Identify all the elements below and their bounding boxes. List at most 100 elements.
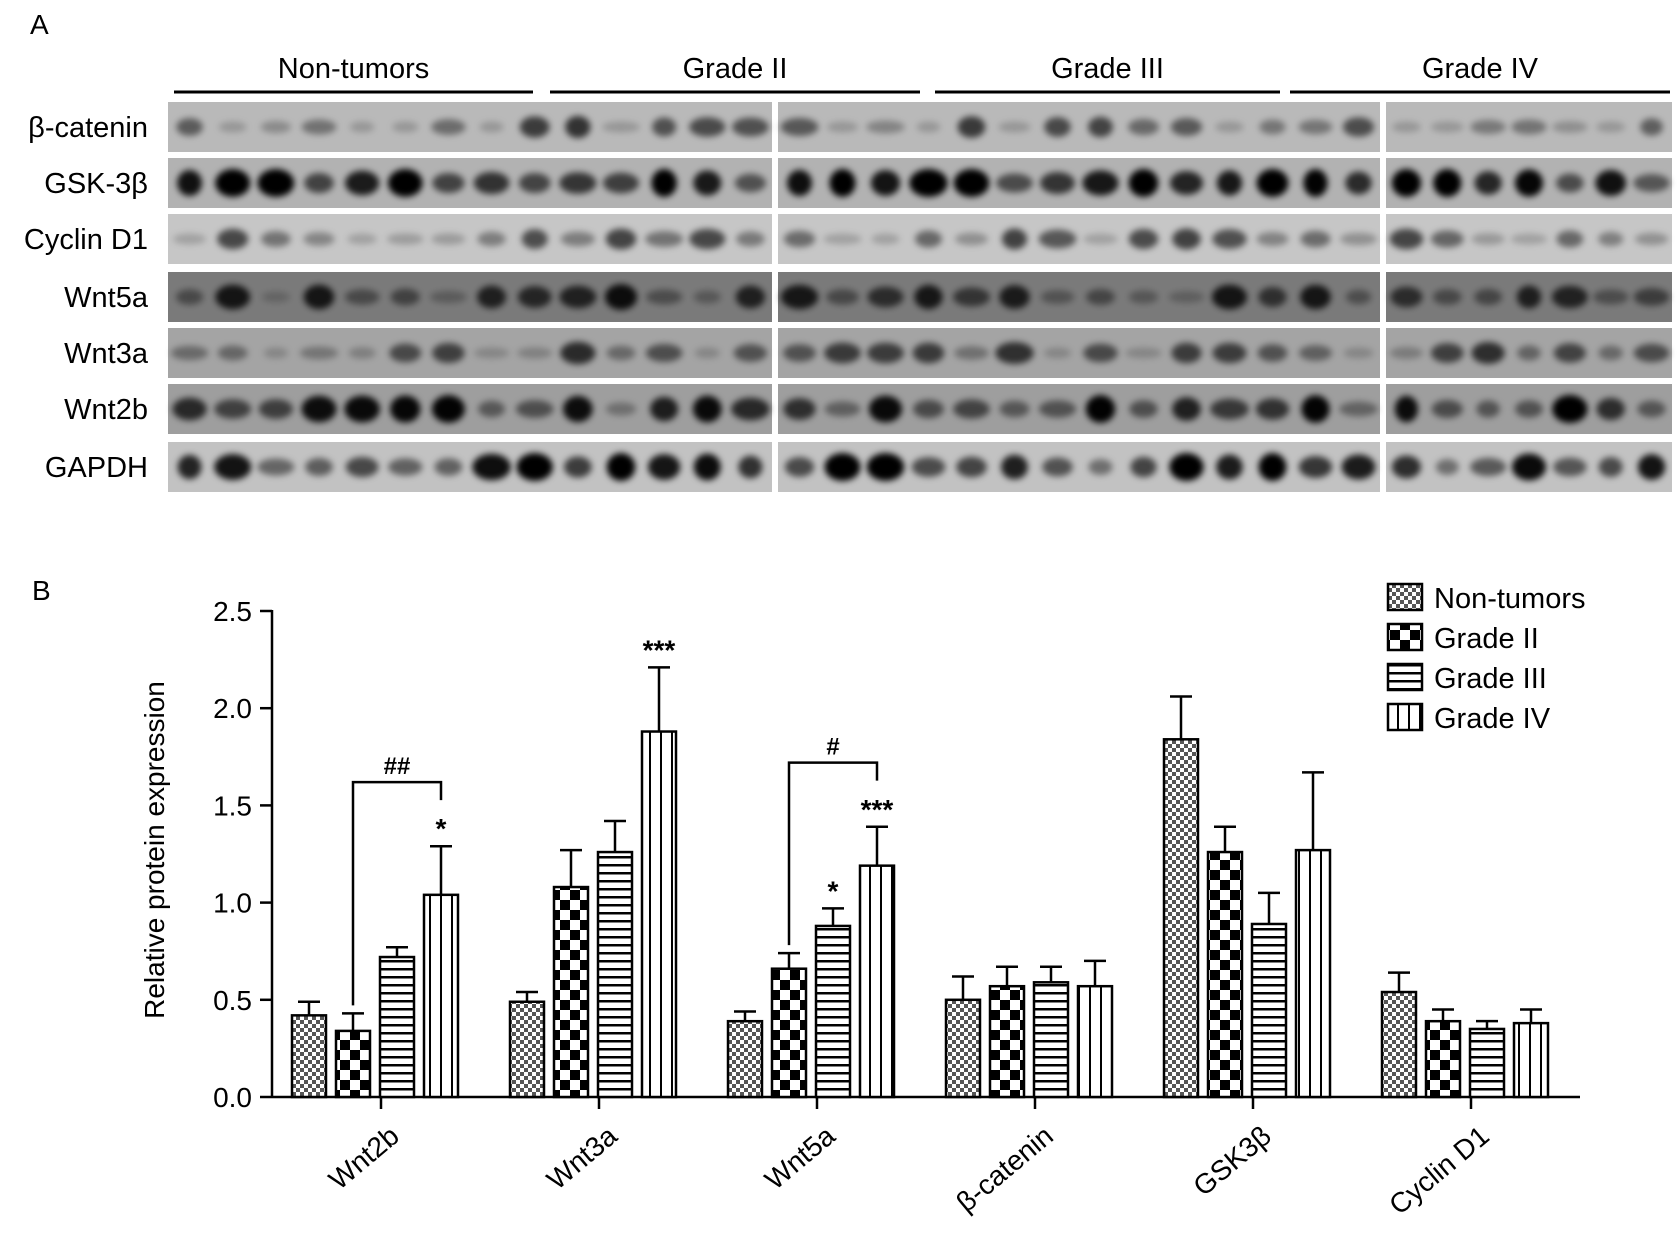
blot-band <box>1433 169 1462 197</box>
comparison-label-wnt2b: ## <box>384 753 411 780</box>
blot-band <box>1042 457 1073 477</box>
blot-band <box>1128 169 1159 197</box>
bar-grade-iii-cyclin-d1 <box>1468 1027 1506 1099</box>
blot-band <box>1301 395 1330 423</box>
blot-band <box>1345 289 1372 305</box>
blot-band <box>1598 231 1624 247</box>
blot-band <box>303 232 335 246</box>
blot-band <box>1088 459 1113 475</box>
blot-band <box>1298 345 1333 361</box>
blot-band <box>1086 288 1115 306</box>
blot-band <box>1391 455 1422 479</box>
blot-band <box>1339 401 1378 417</box>
bar-non-tumors-wnt5a <box>726 1019 764 1099</box>
blot-band <box>1471 341 1505 365</box>
blot-band <box>1298 119 1333 135</box>
blot-band <box>914 284 943 310</box>
blot-band <box>692 395 722 423</box>
bars <box>290 666 1550 1099</box>
x-tick-label-wnt3a: Wnt3a <box>541 1120 623 1196</box>
blot-row-wnt5a <box>168 272 1672 322</box>
blot-band <box>560 341 596 365</box>
blot-band <box>431 395 465 423</box>
blot-row-gsk-3beta <box>168 158 1672 208</box>
blot-band <box>1001 454 1028 480</box>
blot-band <box>305 458 333 476</box>
row-label-wnt2b: Wnt2b <box>64 394 148 426</box>
bar-grade-iv-wnt2b <box>422 893 460 1099</box>
blot-band <box>1474 171 1502 195</box>
blot-band <box>177 169 203 197</box>
blot-band <box>559 172 597 194</box>
blot-band <box>1044 117 1071 137</box>
blot-band <box>953 169 990 197</box>
blot-band <box>693 453 721 481</box>
blot-row-cyclin-d1 <box>168 214 1672 264</box>
blot-band <box>1298 455 1333 479</box>
blot-row-labels: β-catenin GSK-3β Cyclin D1 Wnt5a Wnt3a Wnt2b G… <box>24 112 149 484</box>
x-tick-label-wnt2b: Wnt2b <box>323 1120 405 1196</box>
blot-band <box>954 232 989 246</box>
blot-band <box>650 396 679 422</box>
blot-band <box>1171 342 1202 364</box>
blot-band <box>1552 395 1588 423</box>
legend-swatch-grade-iv <box>1386 702 1424 732</box>
blot-band <box>1552 121 1588 133</box>
blot-band <box>258 399 293 419</box>
blot-band <box>347 233 377 245</box>
blot-band <box>1216 454 1243 480</box>
blot-band <box>651 169 677 197</box>
blot-band <box>1514 169 1544 197</box>
group-header-non-tumors: Non-tumors <box>278 53 430 85</box>
blot-band <box>1215 121 1244 133</box>
blot-band <box>344 395 380 423</box>
bar-non-tumors-beta-catenin <box>944 998 982 1099</box>
blot-band <box>170 345 209 361</box>
blot-band <box>1511 119 1547 135</box>
blot-band <box>998 121 1031 133</box>
blot-band <box>1592 289 1629 305</box>
blot-band <box>1470 457 1507 477</box>
blot-band <box>1596 121 1626 133</box>
blot-band <box>1300 284 1331 310</box>
blot-band <box>473 171 510 195</box>
blot-band <box>957 116 986 138</box>
legend-label-non-tumors: Non-tumors <box>1434 583 1586 615</box>
blot-band <box>1389 346 1423 360</box>
bar-grade-iv-cyclin-d1 <box>1512 1021 1550 1099</box>
blot-band <box>1129 400 1158 418</box>
blot-band <box>172 397 207 421</box>
blot-band <box>1345 171 1372 195</box>
blot-band <box>214 454 252 480</box>
blot-segment <box>778 158 1380 208</box>
blot-band <box>826 289 859 305</box>
blot-band <box>560 231 596 247</box>
blot-band <box>173 233 207 245</box>
blot-segment <box>778 214 1380 264</box>
blot-band <box>1598 345 1623 361</box>
bar-grade-ii-wnt5a <box>770 967 808 1099</box>
row-label-gsk-3beta: GSK-3β <box>44 168 148 200</box>
blot-band <box>1211 284 1248 310</box>
blot-band <box>176 118 203 136</box>
blot-band <box>1216 170 1243 196</box>
blot-band <box>645 343 683 363</box>
bar-grade-ii-gsk3beta <box>1206 850 1244 1099</box>
blot-band <box>388 458 423 476</box>
blot-band <box>868 395 903 423</box>
blot-band <box>1342 117 1375 137</box>
blot-band <box>1210 398 1249 420</box>
blot-band <box>521 229 548 249</box>
blot-band <box>1083 233 1118 245</box>
legend-swatch-non-tumors <box>1386 582 1424 612</box>
bar-non-tumors-gsk3beta <box>1162 738 1200 1099</box>
row-label-wnt3a: Wnt3a <box>64 338 149 370</box>
blot-segment <box>168 102 772 152</box>
legend-swatch-grade-ii <box>1386 622 1424 652</box>
blot-band <box>1128 118 1159 136</box>
blot-band <box>1341 454 1376 480</box>
blot-band <box>780 284 819 310</box>
blot-band <box>1435 458 1459 476</box>
bar-grade-iii-wnt5a <box>814 924 852 1099</box>
